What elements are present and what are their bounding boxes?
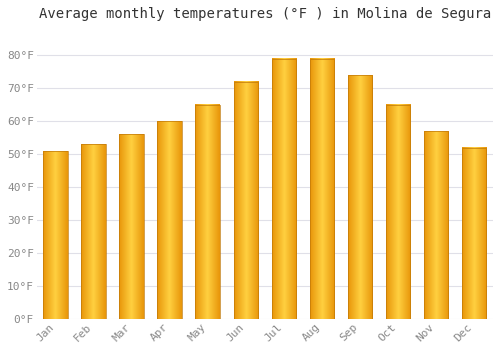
Bar xyxy=(348,75,372,319)
Bar xyxy=(196,105,220,319)
Title: Average monthly temperatures (°F ) in Molina de Segura: Average monthly temperatures (°F ) in Mo… xyxy=(39,7,491,21)
Bar xyxy=(82,144,106,319)
Bar xyxy=(424,131,448,319)
Bar xyxy=(120,134,144,319)
Bar xyxy=(158,121,182,319)
Bar xyxy=(44,151,68,319)
Bar xyxy=(386,105,410,319)
Bar xyxy=(462,148,486,319)
Bar xyxy=(310,59,334,319)
Bar xyxy=(234,82,258,319)
Bar xyxy=(272,59,296,319)
